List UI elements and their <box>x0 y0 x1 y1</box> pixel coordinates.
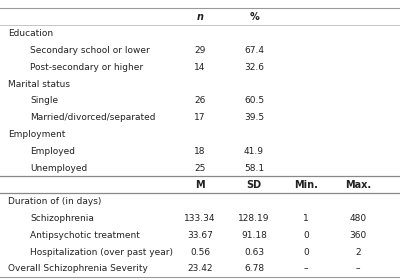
Text: 1: 1 <box>303 214 309 223</box>
Text: Marital status: Marital status <box>8 80 70 88</box>
Text: Max.: Max. <box>345 180 371 190</box>
Text: 0.56: 0.56 <box>190 248 210 256</box>
Text: 0.63: 0.63 <box>244 248 264 256</box>
Text: Employed: Employed <box>30 147 75 156</box>
Text: 39.5: 39.5 <box>244 113 264 122</box>
Text: Schizophrenia: Schizophrenia <box>30 214 94 223</box>
Text: 67.4: 67.4 <box>244 46 264 55</box>
Text: Antipsychotic treatment: Antipsychotic treatment <box>30 231 140 240</box>
Text: M: M <box>195 180 205 190</box>
Text: 128.19: 128.19 <box>238 214 270 223</box>
Text: Min.: Min. <box>294 180 318 190</box>
Text: SD: SD <box>246 180 262 190</box>
Text: 33.67: 33.67 <box>187 231 213 240</box>
Text: 14: 14 <box>194 63 206 72</box>
Text: Married/divorced/separated: Married/divorced/separated <box>30 113 156 122</box>
Text: Hospitalization (over past year): Hospitalization (over past year) <box>30 248 173 256</box>
Text: Education: Education <box>8 29 53 38</box>
Text: Single: Single <box>30 96 58 105</box>
Text: Unemployed: Unemployed <box>30 164 87 172</box>
Text: 0: 0 <box>303 231 309 240</box>
Text: 18: 18 <box>194 147 206 156</box>
Text: 25: 25 <box>194 164 206 172</box>
Text: 360: 360 <box>349 231 367 240</box>
Text: 0: 0 <box>303 248 309 256</box>
Text: Duration of (in days): Duration of (in days) <box>8 197 101 206</box>
Text: 29: 29 <box>194 46 206 55</box>
Text: Overall Schizophrenia Severity: Overall Schizophrenia Severity <box>8 264 148 273</box>
Text: 17: 17 <box>194 113 206 122</box>
Text: –: – <box>304 264 308 273</box>
Text: 133.34: 133.34 <box>184 214 216 223</box>
Text: 41.9: 41.9 <box>244 147 264 156</box>
Text: Employment: Employment <box>8 130 65 139</box>
Text: 23.42: 23.42 <box>187 264 213 273</box>
Text: 26: 26 <box>194 96 206 105</box>
Text: 60.5: 60.5 <box>244 96 264 105</box>
Text: 6.78: 6.78 <box>244 264 264 273</box>
Text: n: n <box>196 12 204 22</box>
Text: 480: 480 <box>350 214 366 223</box>
Text: 58.1: 58.1 <box>244 164 264 172</box>
Text: 91.18: 91.18 <box>241 231 267 240</box>
Text: –: – <box>356 264 360 273</box>
Text: Secondary school or lower: Secondary school or lower <box>30 46 150 55</box>
Text: Post-secondary or higher: Post-secondary or higher <box>30 63 143 72</box>
Text: 2: 2 <box>355 248 361 256</box>
Text: 32.6: 32.6 <box>244 63 264 72</box>
Text: %: % <box>249 12 259 22</box>
